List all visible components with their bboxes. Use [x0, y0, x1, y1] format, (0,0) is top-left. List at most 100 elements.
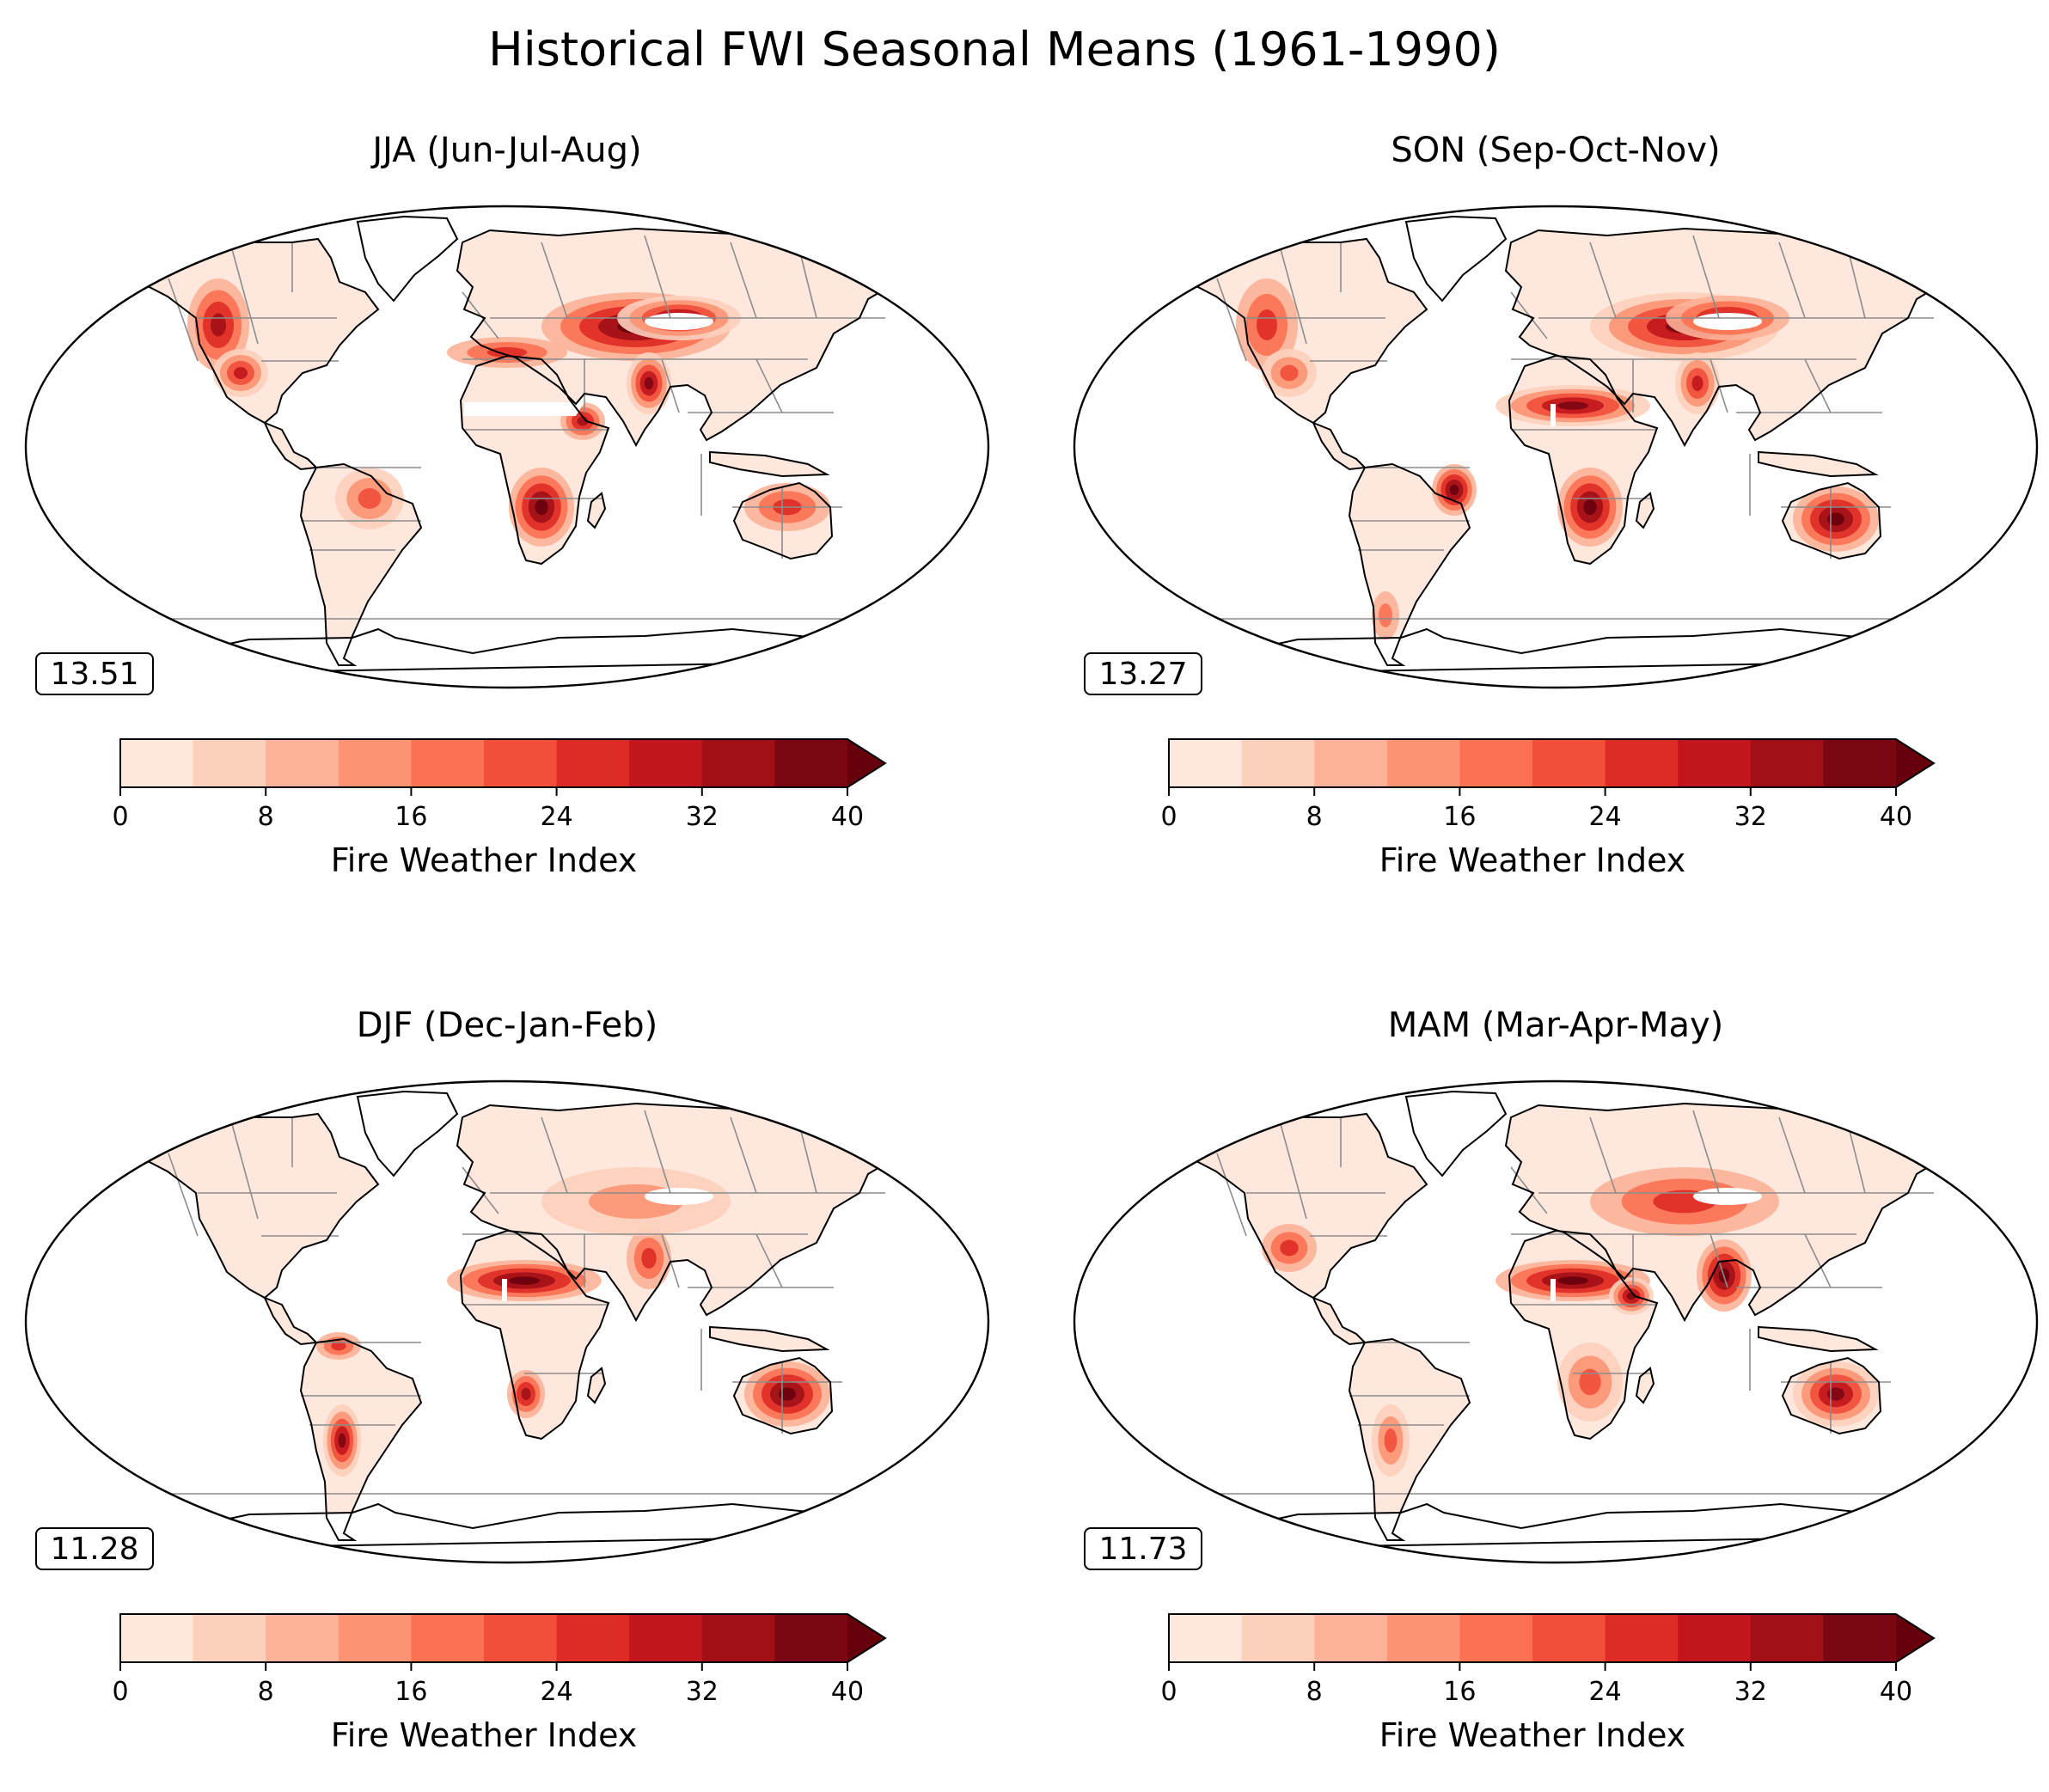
colorbar-outline: [119, 1613, 887, 1663]
panel-title: DJF (Dec-Jan-Feb): [357, 1006, 658, 1045]
colorbar-tick-label: 40: [831, 802, 864, 832]
colorbar-tick-label: 32: [686, 802, 719, 832]
hotspot-southern-africa: [1579, 1368, 1601, 1396]
region-boundary: [730, 242, 757, 319]
coastline-indonesia: [1758, 1325, 1879, 1353]
colorbar-segment: [1823, 739, 1897, 787]
colorbar-tick-label: 0: [112, 1677, 128, 1707]
hotspot-argentina: [1384, 1428, 1398, 1453]
colorbar-segment: [484, 739, 558, 787]
colorbar-segment: [1241, 1614, 1315, 1662]
coastline-indonesia: [709, 1325, 830, 1353]
hotspot-southern-africa: [535, 498, 548, 516]
colorbar-segment: [1386, 1614, 1460, 1662]
mask-taklamakan: [1693, 313, 1762, 330]
region-boundary: [644, 235, 671, 319]
colorbar-tick-label: 24: [541, 1677, 573, 1707]
colorbar-segment: [701, 1614, 775, 1662]
coastline-madagascar: [1635, 1367, 1655, 1404]
region-boundary: [798, 1123, 817, 1194]
colorbar: 0 8 16 24 32 40 Fire Weather Index: [112, 1613, 887, 1754]
globe-outline: [1073, 1079, 2039, 1564]
robinson-globe: [24, 205, 990, 689]
coastline-north-america: [1165, 1105, 1428, 1300]
colorbar-label: Fire Weather Index: [1379, 1716, 1686, 1754]
hotspot-patagonia: [1379, 603, 1392, 627]
coastline-north-america: [116, 1105, 380, 1300]
figure-title: Historical FWI Seasonal Means (1961-1990…: [488, 22, 1501, 76]
hotspot-western-us: [211, 313, 226, 337]
colorbar-segment: [411, 739, 485, 787]
colorbar: 0 8 16 24 32 40 Fire Weather Index: [112, 738, 887, 879]
hotspot-australia: [779, 1387, 796, 1401]
globe-outline: [1073, 205, 2039, 689]
robinson-globe: [1073, 1079, 2039, 1564]
coastline-south-america: [299, 462, 423, 666]
region-boundary: [798, 248, 817, 319]
globe-outline: [24, 1079, 990, 1564]
hotspot-south-asia-west: [641, 1248, 657, 1269]
region-boundary: [1692, 235, 1720, 319]
colorbar-label: Fire Weather Index: [331, 1716, 638, 1754]
colorbar-tick-label: 0: [1160, 1677, 1177, 1707]
mean-box: [1084, 1527, 1202, 1570]
colorbar-label: Fire Weather Index: [1379, 841, 1686, 879]
colorbar-segment: [1386, 739, 1460, 787]
region-boundary: [168, 278, 199, 362]
region-boundary: [755, 358, 783, 413]
colorbar-segment: [1750, 739, 1824, 787]
region-boundary: [1589, 242, 1617, 319]
region-boundary: [1216, 278, 1247, 362]
colorbar-segment: [484, 1614, 558, 1662]
coastline-australia: [1781, 1356, 1882, 1435]
coastline-south-america: [1348, 1337, 1471, 1541]
coastline-madagascar: [586, 1367, 607, 1404]
fwi-hotspots: [187, 278, 830, 547]
land-antarctica: [186, 1504, 851, 1547]
colorbar-segment: [701, 739, 775, 787]
region-boundary: [1216, 1153, 1247, 1237]
colorbar-segment: [266, 739, 339, 787]
colorbar-tick-label: 40: [1880, 802, 1912, 832]
coastline-africa: [1508, 354, 1659, 566]
coastline-madagascar: [1635, 492, 1655, 529]
coastline-south-america: [299, 1337, 423, 1541]
colorbar-segment: [338, 739, 412, 787]
colorbar-segment: [1459, 739, 1533, 787]
colorbar: 0 8 16 24 32 40 Fire Weather Index: [1160, 1613, 1936, 1754]
land-greenland: [358, 1092, 457, 1176]
hotspot-mexico: [1280, 1239, 1299, 1257]
colorbar-tick-label: 24: [541, 802, 573, 832]
region-boundary: [1280, 248, 1307, 345]
colorbar-tick-label: 32: [1734, 802, 1767, 832]
colorbar-outline: [1168, 738, 1936, 788]
colorbar-extend-arrow: [847, 739, 885, 787]
land-south-america: [1349, 1339, 1470, 1540]
region-boundary: [541, 242, 568, 319]
colorbar-tick-label: 24: [1589, 802, 1622, 832]
panels: JJA (Jun-Jul-Aug) 13.51 0 8 16 24 32 40 Fire Wea…: [24, 131, 2039, 1754]
robinson-globe: [24, 1079, 990, 1564]
coastline-greenland: [1404, 1090, 1508, 1177]
mask-sahara-line: [1551, 404, 1556, 426]
colorbar-segment: [556, 739, 630, 787]
colorbar-extend-arrow: [1896, 1614, 1934, 1662]
colorbar-segment: [193, 739, 266, 787]
colorbar-segment: [1532, 1614, 1606, 1662]
hotspot-argentina: [338, 1433, 346, 1448]
coastline-australia: [732, 1356, 834, 1435]
mean-value: 11.73: [1098, 1532, 1187, 1567]
colorbar-tick-label: 8: [1306, 802, 1323, 832]
mean-value: 13.27: [1098, 657, 1187, 692]
map-panel: DJF (Dec-Jan-Feb) 11.28 0 8 16 24 32 40 Fire Wea…: [24, 1006, 990, 1754]
colorbar-segment: [1678, 739, 1752, 787]
mask-taklamakan: [645, 313, 713, 330]
map-panel: SON (Sep-Oct-Nov) 13.27 0 8 16 24 32 40 Fire Wea…: [1073, 131, 2039, 879]
panel-title: JJA (Jun-Jul-Aug): [370, 131, 641, 170]
hotspot-south-asia-west: [644, 376, 654, 390]
mask-sahara-line: [502, 1279, 507, 1301]
region-boundary: [541, 1116, 568, 1194]
hotspot-sahel: [1557, 401, 1588, 410]
hotspot-sahel: [509, 1276, 540, 1285]
